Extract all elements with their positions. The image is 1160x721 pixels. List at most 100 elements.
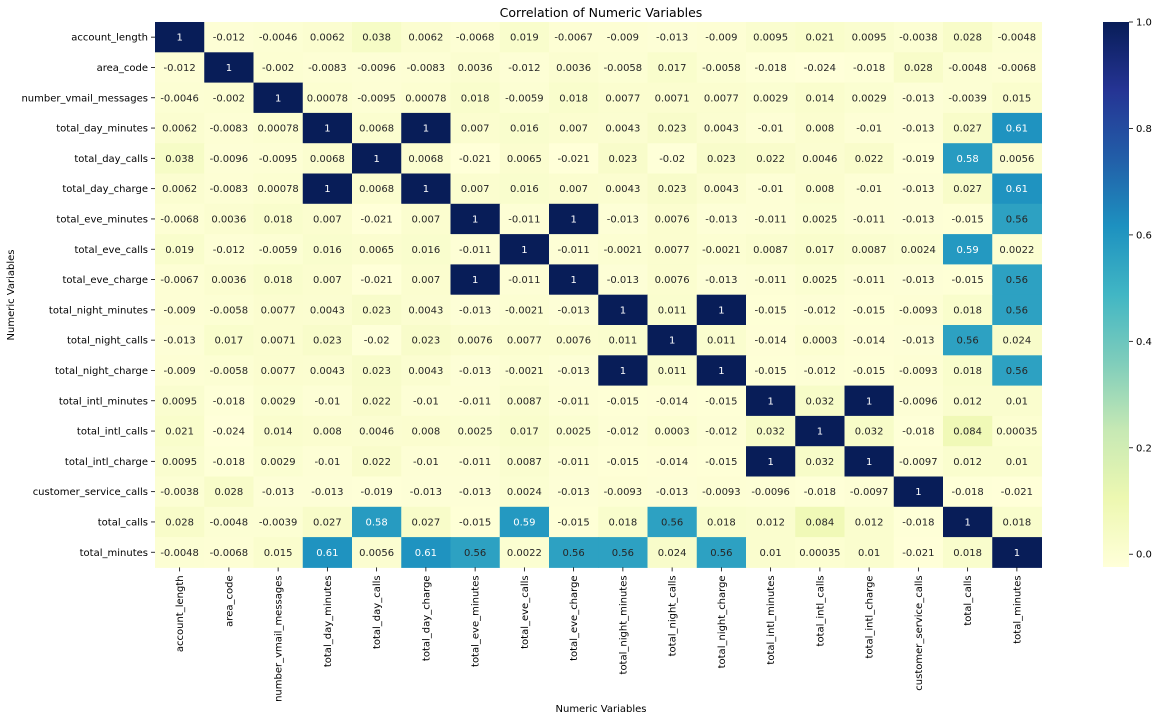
cell-value-label: -0.0093 xyxy=(899,366,938,377)
cell-value-label: 0.016 xyxy=(412,245,441,256)
y-tick-label-total-night-calls: total_night_calls xyxy=(67,336,148,347)
cell-value-label: 0.0062 xyxy=(408,33,443,44)
cell-value-label: 0.0029 xyxy=(261,396,296,407)
heatmap-cell xyxy=(499,506,550,538)
heatmap-cell xyxy=(204,325,254,356)
heatmap-cell xyxy=(893,234,944,265)
cell-value-label: 0.018 xyxy=(707,517,736,528)
y-tick-label-total-eve-calls: total_eve_calls xyxy=(75,245,148,256)
cell-value-label: 0.61 xyxy=(316,548,338,559)
heatmap-cell xyxy=(647,415,698,447)
cell-value-label: 1 xyxy=(817,427,823,438)
cell-value-label: 0.018 xyxy=(559,93,588,104)
cell-value-label: -0.0083 xyxy=(407,63,446,74)
cell-value-label: 0.018 xyxy=(953,548,982,559)
heatmap-cell xyxy=(253,446,304,477)
cell-value-label: 0.56 xyxy=(1006,305,1028,316)
cell-value-label: 1 xyxy=(521,245,527,256)
cell-value-label: 0.023 xyxy=(362,366,391,377)
cell-value-label: 0.0076 xyxy=(655,275,690,286)
cell-value-label: -0.0068 xyxy=(160,214,199,225)
cell-value-label: -0.0093 xyxy=(702,487,741,498)
heatmap-cell xyxy=(450,355,501,387)
cell-value-label: 1 xyxy=(570,275,576,286)
heatmap-cell xyxy=(893,112,944,144)
heatmap-cell xyxy=(549,22,599,53)
heatmap-cell xyxy=(549,52,599,84)
cell-value-label: 0.0095 xyxy=(162,457,197,468)
cell-value-label: -0.009 xyxy=(164,366,196,377)
heatmap-cell xyxy=(499,264,550,296)
cell-value-label: 1 xyxy=(373,154,379,165)
heatmap-cell xyxy=(795,173,845,205)
cell-value-label: -0.0096 xyxy=(210,154,249,165)
cell-value-label: 0.023 xyxy=(707,154,736,165)
heatmap-cell xyxy=(549,476,599,508)
cell-value-label: -0.011 xyxy=(508,214,540,225)
cell-value-label: 0.0036 xyxy=(556,63,591,74)
heatmap-cell xyxy=(696,143,747,174)
cell-value-label: 1 xyxy=(324,124,330,135)
cell-value-label: 0.018 xyxy=(264,214,293,225)
heatmap-cell xyxy=(155,385,205,417)
cell-value-label: -0.015 xyxy=(459,517,491,528)
heatmap-cell xyxy=(795,476,845,508)
cell-value-label: 0.0056 xyxy=(359,548,394,559)
heatmap-cell xyxy=(893,264,944,296)
cell-value-label: 0.56 xyxy=(612,548,634,559)
heatmap-cell xyxy=(992,415,1042,447)
cell-value-label: -0.002 xyxy=(213,93,245,104)
chart-title: Correlation of Numeric Variables xyxy=(500,5,703,20)
heatmap-cell xyxy=(647,325,698,356)
heatmap-cell xyxy=(943,112,993,144)
heatmap-cell xyxy=(795,294,845,326)
colorbar-ticks: 0.0 0.2 0.4 0.6 0.8 1.0 xyxy=(1129,18,1152,561)
heatmap-cell xyxy=(450,506,501,538)
heatmap-cell xyxy=(647,143,698,174)
cell-value-label: 0.023 xyxy=(362,305,391,316)
cell-value-label: -0.024 xyxy=(804,63,836,74)
heatmap-cell xyxy=(598,506,648,538)
heatmap-cell xyxy=(844,264,895,296)
cell-value-label: -0.018 xyxy=(902,427,934,438)
cell-value-label: 1 xyxy=(324,184,330,195)
heatmap-cell xyxy=(352,203,402,235)
heatmap-cell xyxy=(696,355,747,387)
heatmap-cell xyxy=(893,446,944,477)
cell-value-label: -0.0067 xyxy=(554,33,593,44)
cell-value-label: -0.0039 xyxy=(259,517,298,528)
cell-value-label: -0.011 xyxy=(853,214,885,225)
heatmap-cell xyxy=(746,385,796,417)
cell-value-label: 0.0062 xyxy=(162,124,197,135)
cell-value-label: 0.0071 xyxy=(655,93,690,104)
cell-value-label: -0.0059 xyxy=(259,245,298,256)
cell-value-label: 0.084 xyxy=(806,517,835,528)
cell-value-label: 0.58 xyxy=(365,517,387,528)
heatmap-cell xyxy=(253,325,304,356)
heatmap-cell xyxy=(992,506,1042,538)
heatmap-cell xyxy=(499,82,550,114)
heatmap-cell xyxy=(992,325,1042,356)
heatmap-cell xyxy=(992,143,1042,174)
cell-value-label: 0.027 xyxy=(313,517,342,528)
heatmap-cell xyxy=(253,476,304,508)
cell-value-label: 0.012 xyxy=(855,517,884,528)
heatmap-cell xyxy=(302,446,353,477)
heatmap-cell xyxy=(204,476,254,508)
colorbar-tick-label: 0.2 xyxy=(1136,443,1152,454)
cell-value-label: -0.013 xyxy=(558,487,590,498)
heatmap-cell xyxy=(795,325,845,356)
x-tick-label-total-intl-charge: total_intl_charge xyxy=(865,575,876,658)
heatmap-cell xyxy=(155,355,205,387)
heatmap-cell xyxy=(253,264,304,296)
heatmap-cell xyxy=(893,173,944,205)
heatmap-cell xyxy=(746,476,796,508)
heatmap-cell xyxy=(549,294,599,326)
heatmap-cell xyxy=(499,415,550,447)
cell-value-label: -0.01 xyxy=(314,396,340,407)
cell-value-label: -0.0048 xyxy=(160,548,199,559)
heatmap-cell xyxy=(302,203,353,235)
cell-value-label: -0.015 xyxy=(607,396,639,407)
cell-value-label: -0.012 xyxy=(213,245,245,256)
heatmap-cell xyxy=(943,264,993,296)
